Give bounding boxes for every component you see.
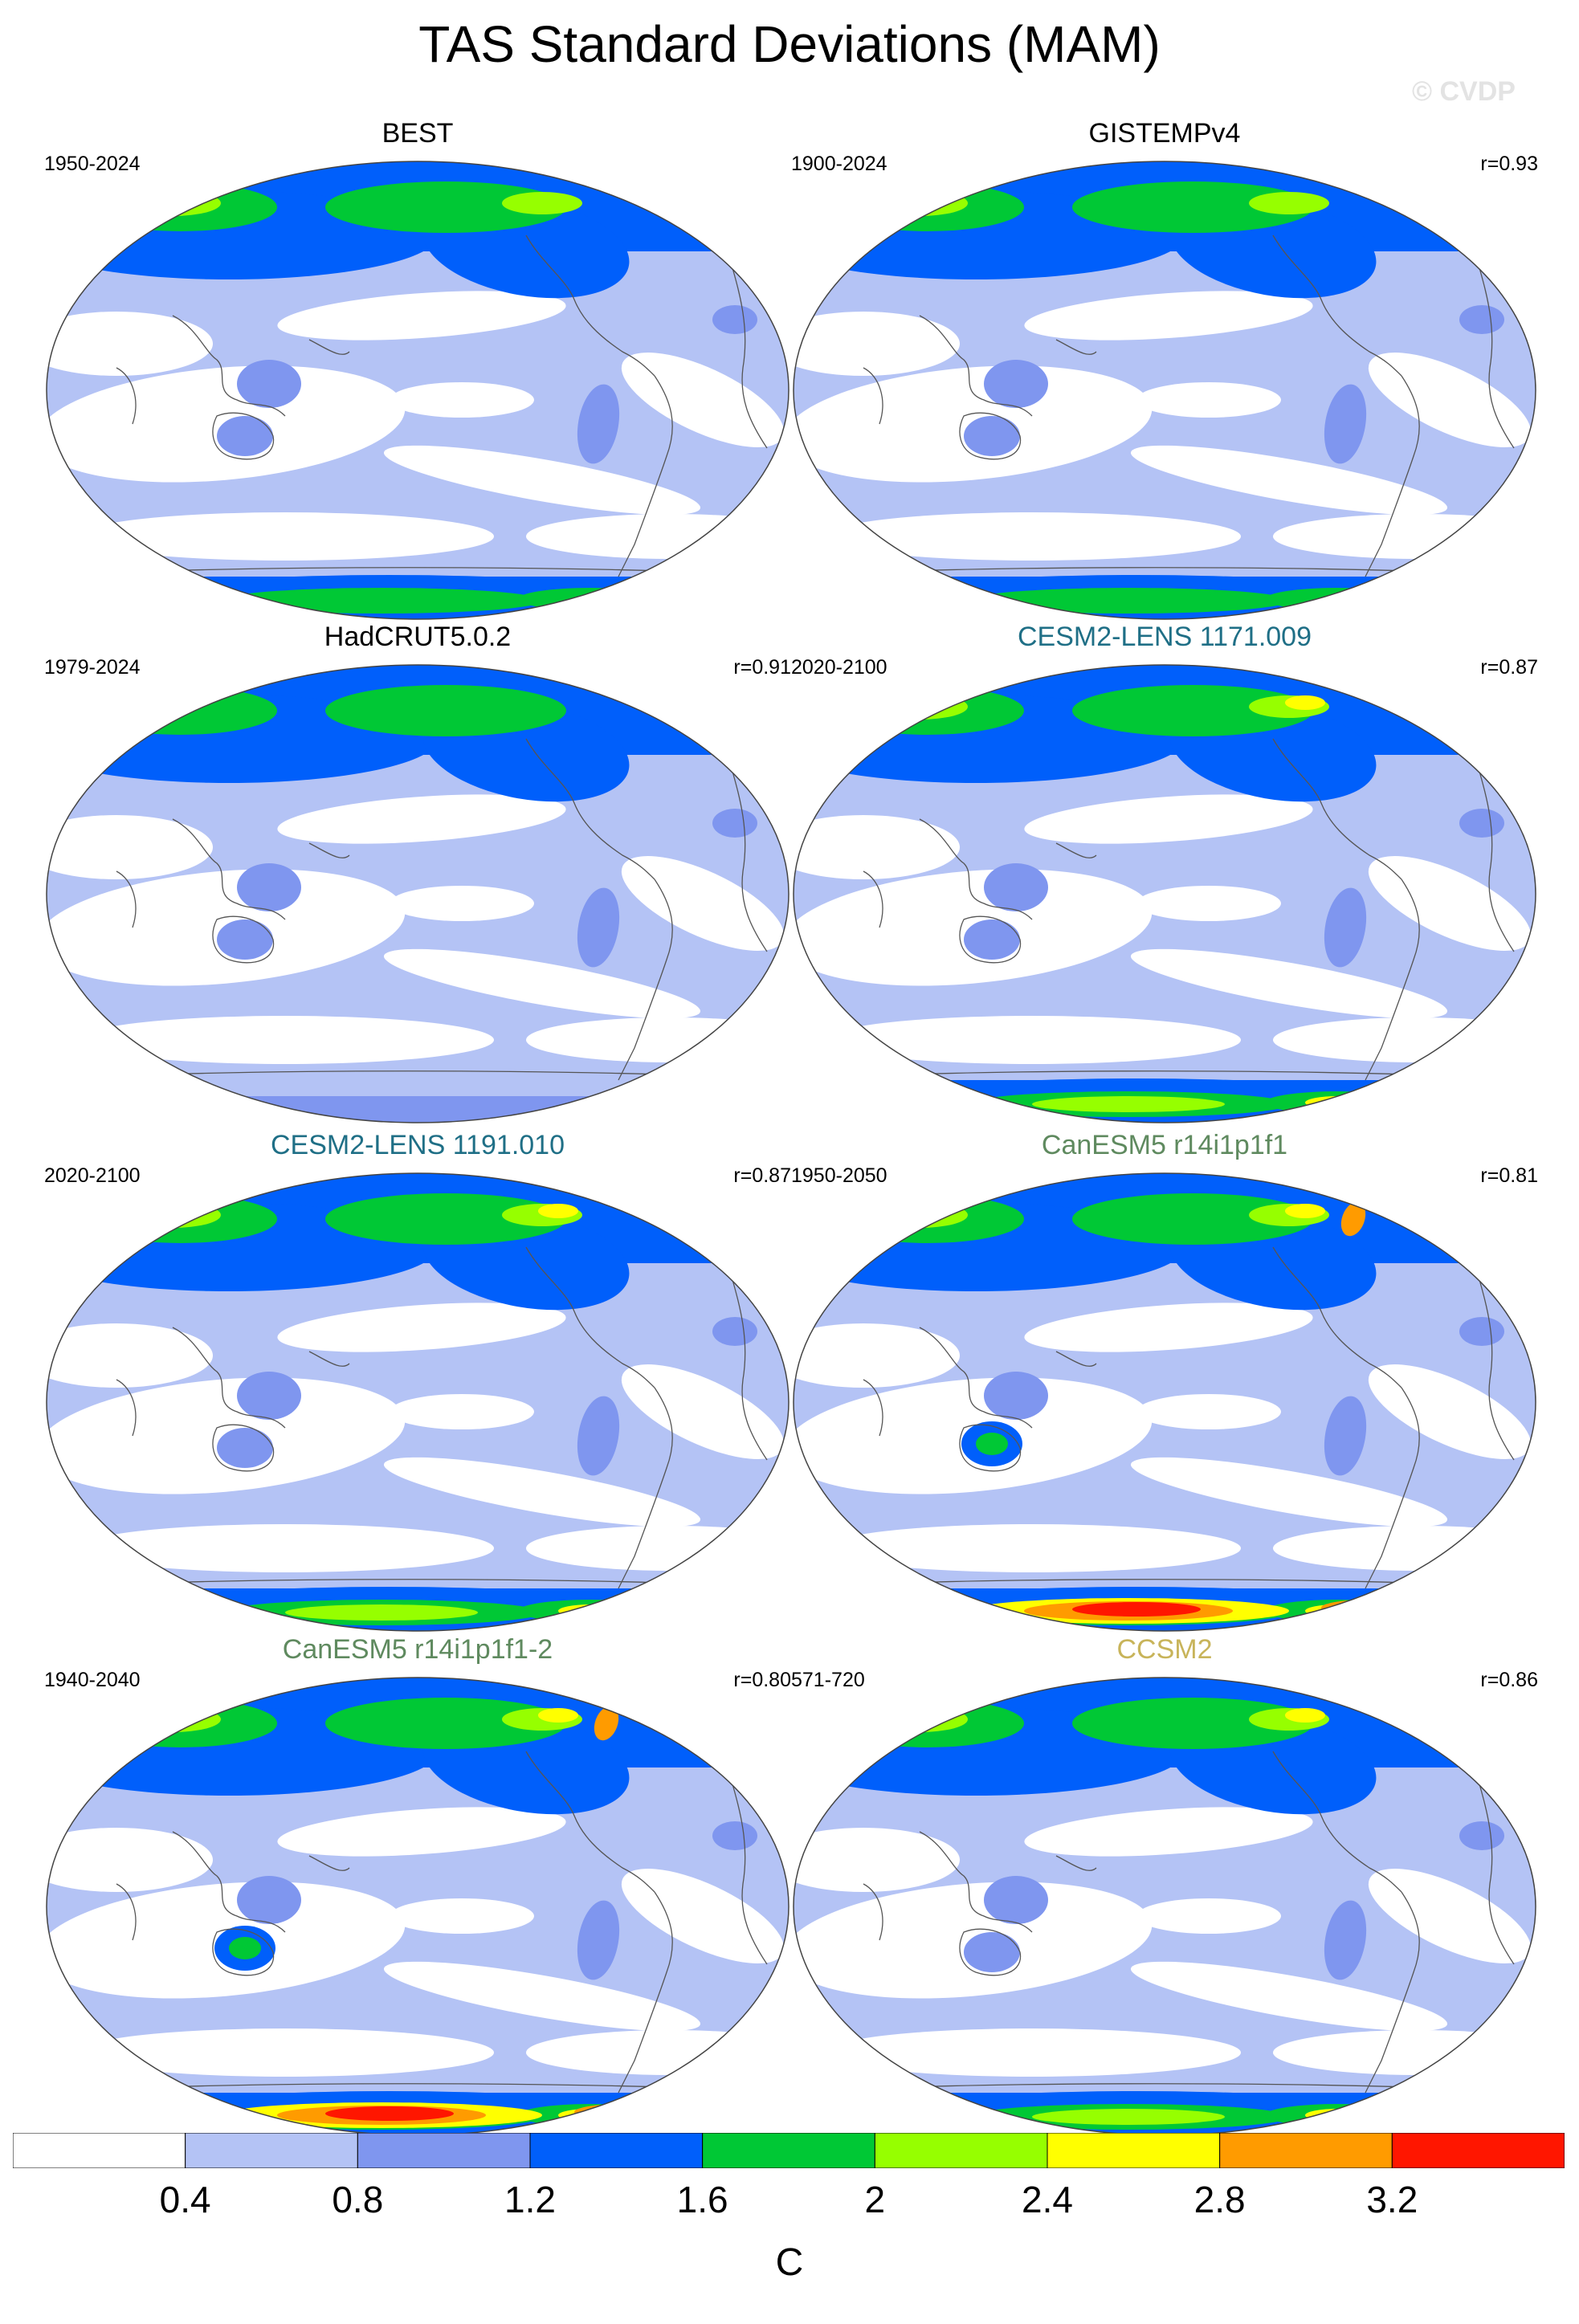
panel-years: 2020-2100: [791, 656, 887, 679]
colorbar-box: [357, 2133, 531, 2168]
panel-years: 1950-2050: [791, 1164, 887, 1187]
panel-title: HadCRUT5.0.2: [324, 622, 512, 652]
colorbar: [13, 2133, 1565, 2168]
colorbar-tick-label: 2.8: [1193, 2179, 1246, 2220]
colorbar-tick-label: 2: [864, 2179, 886, 2220]
map-outline: [46, 161, 790, 620]
world-map: [793, 1172, 1536, 1632]
world-map: [793, 664, 1536, 1123]
panel-years: 1950-2024: [44, 153, 141, 175]
panel-correlation: r=0.81: [1480, 1164, 1538, 1187]
map-field: [47, 1173, 789, 1631]
world-map: [46, 664, 790, 1123]
main-title: TAS Standard Deviations (MAM): [418, 15, 1161, 73]
map-outline: [46, 1172, 790, 1632]
colorbar-box: [529, 2133, 704, 2168]
panel-title: CESM2-LENS 1191.010: [270, 1130, 565, 1160]
panel-years: 1979-2024: [44, 656, 141, 679]
map-panel: GISTEMPv4 1900-2024 r=0.93: [791, 117, 1538, 622]
map-outline: [793, 664, 1536, 1123]
colorbar-box: [185, 2133, 358, 2168]
watermark: © CVDP: [1412, 76, 1516, 107]
panel-title: GISTEMPv4: [1088, 118, 1241, 149]
panel-correlation: r=0.87: [1480, 656, 1538, 679]
panel-years: 571-720: [791, 1669, 865, 1691]
map-outline: [46, 664, 790, 1123]
map-field: [47, 1678, 789, 2135]
panel-title: CCSM2: [1116, 1634, 1213, 1665]
colorbar-box: [874, 2133, 1048, 2168]
map-panel: CanESM5 r14i1p1f1-2 1940-2040 r=0.80: [44, 1633, 791, 2138]
colorbar-tick-label: 1.2: [504, 2179, 556, 2220]
map-panel: HadCRUT5.0.2 1979-2024 r=0.91: [44, 621, 791, 1125]
map-outline: [793, 161, 1536, 620]
map-outline: [793, 1172, 1536, 1632]
world-map: [793, 161, 1536, 620]
world-map: [46, 1677, 790, 2136]
panel-title: CanESM5 r14i1p1f1-2: [282, 1634, 553, 1665]
colorbar-box: [1219, 2133, 1393, 2168]
colorbar-box: [1047, 2133, 1221, 2168]
map-panel: CanESM5 r14i1p1f1 1950-2050 r=0.81: [791, 1129, 1538, 1633]
map-panel: CCSM2 571-720 r=0.86: [791, 1633, 1538, 2138]
panel-correlation: r=0.80: [733, 1669, 791, 1691]
colorbar-tick-label: 3.2: [1366, 2179, 1418, 2220]
colorbar-box: [702, 2133, 875, 2168]
world-map: [793, 1677, 1536, 2136]
colorbar-tick-label: 1.6: [676, 2179, 728, 2220]
world-map: [46, 161, 790, 620]
panel-correlation: r=0.93: [1480, 153, 1538, 175]
colorbar-tick-label: 0.8: [332, 2179, 384, 2220]
colorbar-units: C: [775, 2241, 804, 2284]
panel-years: 2020-2100: [44, 1164, 141, 1187]
panel-correlation: r=0.87: [733, 1164, 791, 1187]
panel-title: CESM2-LENS 1171.009: [1017, 622, 1312, 652]
panel-title: BEST: [381, 118, 454, 149]
map-panel: CESM2-LENS 1191.010 2020-2100 r=0.87: [44, 1129, 791, 1633]
panel-title: CanESM5 r14i1p1f1: [1041, 1130, 1288, 1160]
colorbar-box: [1391, 2133, 1565, 2168]
colorbar-box: [13, 2133, 186, 2168]
panel-correlation: r=0.86: [1480, 1669, 1538, 1691]
world-map: [46, 1172, 790, 1632]
panel-correlation: r=0.91: [733, 656, 791, 679]
colorbar-tick-label: 2.4: [1022, 2179, 1073, 2220]
panel-years: 1900-2024: [791, 153, 887, 175]
map-panel: BEST 1950-2024: [44, 117, 791, 622]
colorbar-tick-label: 0.4: [159, 2179, 211, 2220]
map-panel: CESM2-LENS 1171.009 2020-2100 r=0.87: [791, 621, 1538, 1125]
panel-years: 1940-2040: [44, 1669, 141, 1691]
